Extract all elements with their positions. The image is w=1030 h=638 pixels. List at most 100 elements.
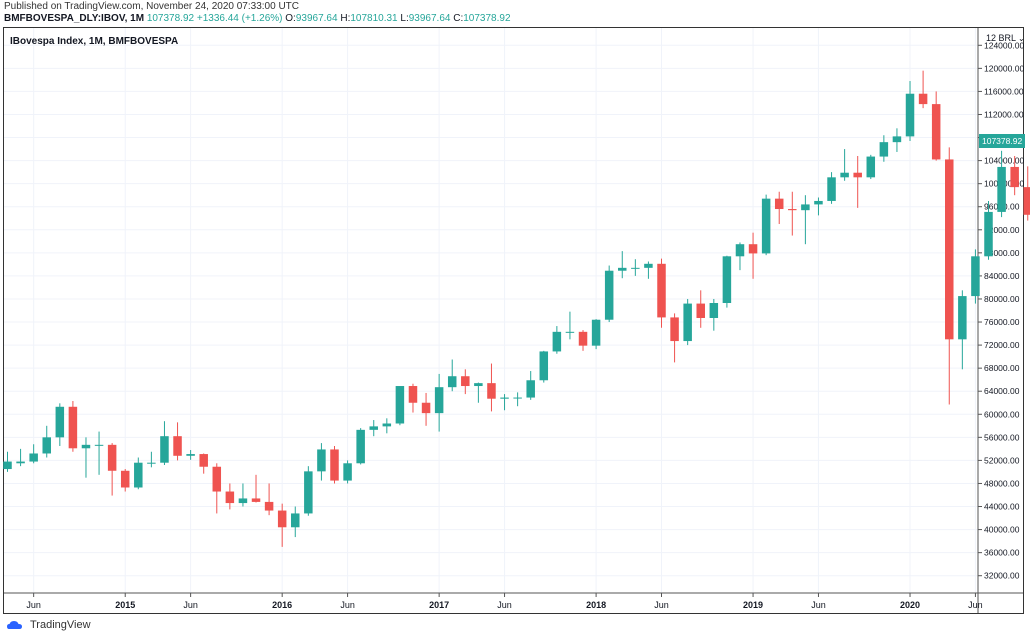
candle	[199, 453, 208, 474]
x-tick-label: 2018	[586, 600, 606, 610]
candle	[212, 463, 222, 514]
candle-body	[264, 501, 274, 511]
last-price: 107378.92	[146, 13, 195, 24]
candle-body	[591, 319, 601, 346]
candle	[709, 298, 719, 331]
candle	[395, 386, 405, 426]
open-value: 93967.64	[295, 13, 338, 24]
candle	[94, 431, 104, 475]
candle-body	[748, 244, 758, 254]
candle-body	[565, 331, 575, 333]
candle	[16, 448, 25, 467]
y-tick-label: 80000.00	[984, 294, 1020, 304]
candle	[134, 457, 143, 490]
candle	[291, 506, 300, 538]
candle	[604, 265, 614, 323]
candle	[343, 460, 352, 484]
currency-selector[interactable]: 12 BRL ⌄	[986, 33, 1025, 43]
candle-body	[120, 470, 130, 488]
y-tick-label: 60000.00	[984, 409, 1020, 419]
candle	[788, 191, 797, 236]
close-value: 107378.92	[463, 13, 511, 24]
candle-body	[905, 93, 915, 137]
candle	[81, 437, 91, 478]
candle	[356, 428, 365, 465]
candle-body	[356, 429, 365, 464]
candle	[552, 326, 562, 354]
candle	[827, 172, 836, 204]
candle	[683, 298, 692, 346]
candle-body	[147, 462, 156, 464]
candle-body	[395, 386, 405, 424]
candle	[160, 421, 169, 466]
candle	[55, 403, 65, 446]
close-label: C:	[453, 13, 464, 24]
candle	[264, 483, 274, 516]
x-tick-label: 2020	[900, 600, 920, 610]
y-tick-label: 124000.00	[984, 40, 1024, 50]
candle	[173, 422, 182, 461]
y-tick-label: 72000.00	[984, 340, 1020, 350]
candle	[408, 383, 418, 413]
candle	[931, 91, 941, 161]
candle	[487, 363, 496, 412]
candle	[330, 445, 339, 484]
candle-body	[474, 383, 483, 387]
candle-body	[434, 387, 444, 414]
candle-body	[277, 510, 287, 528]
candle-body	[500, 397, 509, 399]
x-tick-label: 2019	[743, 600, 763, 610]
candle	[526, 371, 535, 400]
ohlc-header: BMFBOVESPA_DLY:IBOV, 1M 107378.92 +1336.…	[4, 13, 511, 24]
scale-label: 12	[986, 33, 997, 43]
low-label: L:	[400, 13, 409, 24]
y-tick-label: 44000.00	[984, 502, 1020, 512]
candle	[866, 154, 876, 180]
y-tick-label: 36000.00	[984, 548, 1020, 558]
candle	[277, 503, 287, 547]
candle-body	[186, 454, 195, 456]
candle-body	[945, 159, 954, 340]
candle-body	[971, 256, 980, 297]
candle-body	[722, 256, 732, 304]
open-label: O:	[285, 13, 296, 24]
candle	[748, 232, 758, 279]
candle	[644, 261, 653, 279]
low-value: 93967.64	[408, 13, 451, 24]
x-tick-label: 2017	[429, 600, 449, 610]
candle-body	[487, 383, 496, 399]
published-caption: Published on TradingView.com, November 2…	[4, 1, 299, 12]
gridlines: 32000.00 36000.00 40000.00 44000.00 48000.00…	[4, 28, 1024, 610]
x-tick-label: Jun	[497, 600, 512, 610]
candle-body	[408, 386, 418, 403]
x-tick-label: 2015	[115, 600, 135, 610]
candle-body	[984, 211, 993, 257]
candle	[1010, 155, 1019, 196]
candle	[421, 392, 431, 426]
y-tick-label: 68000.00	[984, 363, 1020, 373]
tradingview-footer[interactable]: TradingView	[6, 619, 91, 631]
candle	[631, 259, 640, 276]
candle	[565, 311, 575, 340]
high-label: H:	[340, 13, 351, 24]
candle-body	[343, 463, 352, 481]
candle	[670, 313, 679, 363]
candle	[971, 249, 980, 304]
candle-body	[997, 166, 1006, 212]
candle	[814, 197, 823, 216]
candle-body	[330, 449, 339, 481]
candle	[918, 70, 928, 109]
candles	[3, 70, 1030, 547]
candle	[892, 128, 902, 152]
candle	[853, 155, 862, 208]
chevron-down-icon: ⌄	[1018, 34, 1025, 43]
last-price-tag	[979, 134, 1025, 148]
candle-body	[761, 198, 771, 254]
candle-body	[604, 270, 614, 320]
x-tick-label: Jun	[26, 600, 41, 610]
candle	[186, 450, 195, 460]
candle	[461, 369, 470, 395]
candle-body	[317, 449, 326, 472]
candle-body	[631, 267, 640, 269]
